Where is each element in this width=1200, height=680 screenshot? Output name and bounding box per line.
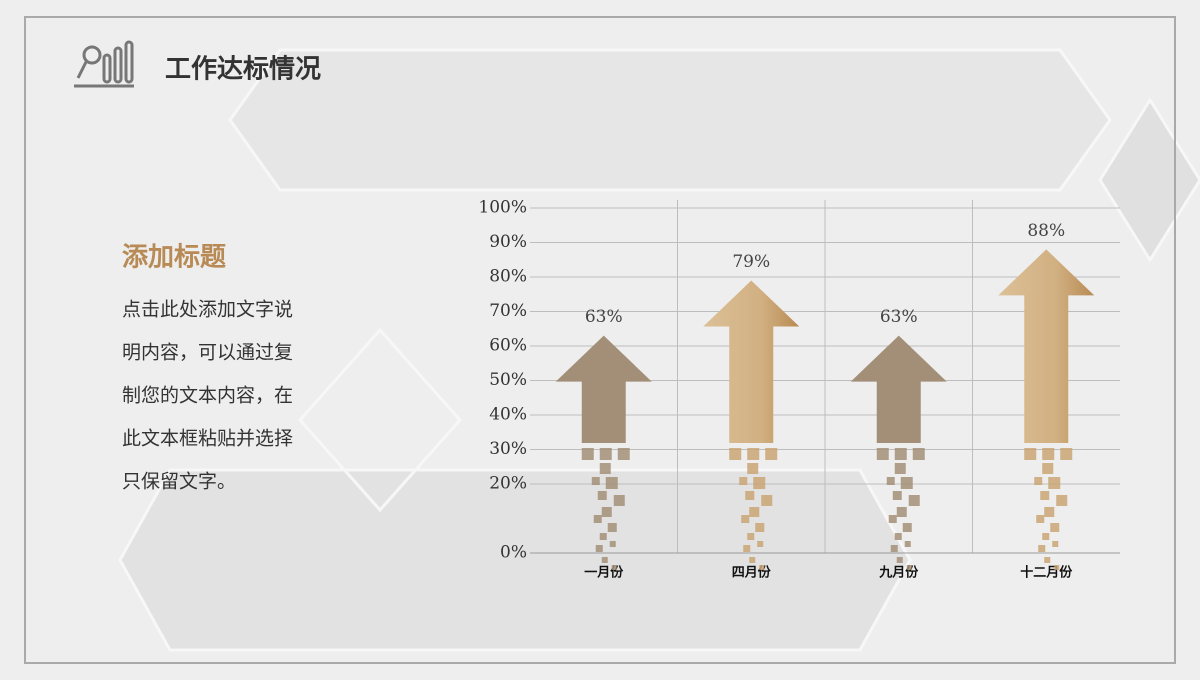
arrow-debris xyxy=(894,533,902,540)
arrow-debris xyxy=(739,477,748,485)
x-tick-label: 一月份 xyxy=(584,565,624,581)
arrow-debris xyxy=(1036,515,1045,523)
value-label: 63% xyxy=(880,307,918,327)
arrow-debris xyxy=(1042,463,1054,474)
arrow-debris xyxy=(894,463,906,474)
arrow-debris xyxy=(1056,495,1068,506)
arrow-debris xyxy=(605,477,618,489)
arrow-debris xyxy=(1052,541,1059,547)
arrow-debris xyxy=(896,507,907,517)
arrow-debris xyxy=(613,495,625,506)
arrow-debris xyxy=(747,533,755,540)
chart: 0% 20% 30% 40% 50% 60% 70% 80% 90% 100% 一月份 63% 四月份 7… xyxy=(478,198,1120,581)
body-line: 此文本框粘贴并选择 xyxy=(122,428,293,450)
body-line: 明内容，可以通过复 xyxy=(122,342,293,364)
arrow-debris xyxy=(743,545,751,552)
x-tick-label: 九月份 xyxy=(878,565,919,581)
value-label: 63% xyxy=(585,307,623,327)
arrow-debris xyxy=(595,545,603,552)
arrow-debris xyxy=(581,448,594,460)
arrow-debris xyxy=(599,463,611,474)
arrow-debris xyxy=(876,448,889,460)
arrow-debris xyxy=(749,557,756,563)
arrow-debris xyxy=(1042,448,1055,460)
title: 工作达标情况 xyxy=(165,55,321,85)
y-tick-label: 90% xyxy=(489,232,527,252)
arrow-debris xyxy=(753,477,766,489)
arrow-debris xyxy=(601,507,612,517)
arrow-debris xyxy=(1040,491,1050,500)
arrow-debris xyxy=(597,491,607,500)
y-tick-label: 50% xyxy=(489,370,527,390)
arrow-debris xyxy=(1042,533,1050,540)
arrow-debris xyxy=(888,515,897,523)
arrow-debris xyxy=(890,545,898,552)
arrow-debris xyxy=(757,541,764,547)
arrow-debris xyxy=(894,448,907,460)
arrow-debris xyxy=(591,477,600,485)
value-label: 79% xyxy=(732,252,770,272)
y-tick-label: 80% xyxy=(489,267,527,287)
heading: 添加标题 xyxy=(122,243,226,273)
y-tick-label: 0% xyxy=(500,543,527,563)
body-text: 点击此处添加文字说明内容，可以通过复制您的文本内容，在此文本框粘贴并选择只保留文… xyxy=(122,299,293,493)
arrow-debris xyxy=(761,495,773,506)
arrow-debris xyxy=(741,515,750,523)
x-tick-label: 四月份 xyxy=(732,565,772,581)
arrow-debris xyxy=(896,557,903,563)
arrow-debris xyxy=(599,533,607,540)
arrow-debris xyxy=(747,448,760,460)
y-tick-label: 40% xyxy=(489,405,527,425)
y-tick-label: 70% xyxy=(489,301,527,321)
arrow-debris xyxy=(759,565,765,570)
arrow-debris xyxy=(599,448,612,460)
arrow-debris xyxy=(1024,448,1037,460)
arrow-debris xyxy=(617,448,630,460)
arrow-debris xyxy=(886,477,895,485)
arrow-debris xyxy=(747,463,759,474)
icon xyxy=(74,40,134,88)
arrow-bar xyxy=(998,249,1095,443)
arrow-debris xyxy=(1044,557,1051,563)
x-tick-label: 十二月份 xyxy=(1020,565,1073,581)
arrow-debris xyxy=(892,491,902,500)
value-label: 88% xyxy=(1027,221,1065,241)
arrow-debris xyxy=(1048,477,1061,489)
y-tick-label: 60% xyxy=(489,336,527,356)
arrow-bar xyxy=(703,280,800,443)
y-tick-label: 20% xyxy=(489,474,527,494)
arrow-debris xyxy=(908,495,920,506)
arrow-debris xyxy=(611,565,617,570)
frame xyxy=(24,16,1176,664)
arrow-debris xyxy=(902,523,912,532)
body-line: 制您的文本内容，在 xyxy=(122,385,293,407)
arrow-debris xyxy=(1034,477,1043,485)
arrow-debris xyxy=(1050,523,1060,532)
body-line: 点击此处添加文字说 xyxy=(122,299,293,321)
arrow-debris xyxy=(755,523,765,532)
arrow-debris xyxy=(593,515,602,523)
arrow-debris xyxy=(1060,448,1073,460)
arrow-debris xyxy=(912,448,925,460)
arrow-debris xyxy=(745,491,755,500)
arrow-debris xyxy=(1038,545,1046,552)
arrow-debris xyxy=(1044,507,1055,517)
arrow-debris xyxy=(906,565,912,570)
hexagon-decor xyxy=(118,48,1200,652)
arrow-debris xyxy=(749,507,760,517)
arrow-bar xyxy=(555,335,652,443)
arrow-debris xyxy=(601,557,608,563)
y-tick-label: 30% xyxy=(489,439,527,459)
body-line: 只保留文字。 xyxy=(122,471,236,493)
arrow-debris xyxy=(900,477,913,489)
arrow-debris xyxy=(765,448,778,460)
arrow-bar xyxy=(850,335,947,443)
y-tick-label: 100% xyxy=(478,198,527,218)
arrow-debris xyxy=(607,523,617,532)
arrow-debris xyxy=(1054,565,1060,570)
arrow-debris xyxy=(729,448,742,460)
arrow-debris xyxy=(904,541,911,547)
arrow-debris xyxy=(609,541,616,547)
